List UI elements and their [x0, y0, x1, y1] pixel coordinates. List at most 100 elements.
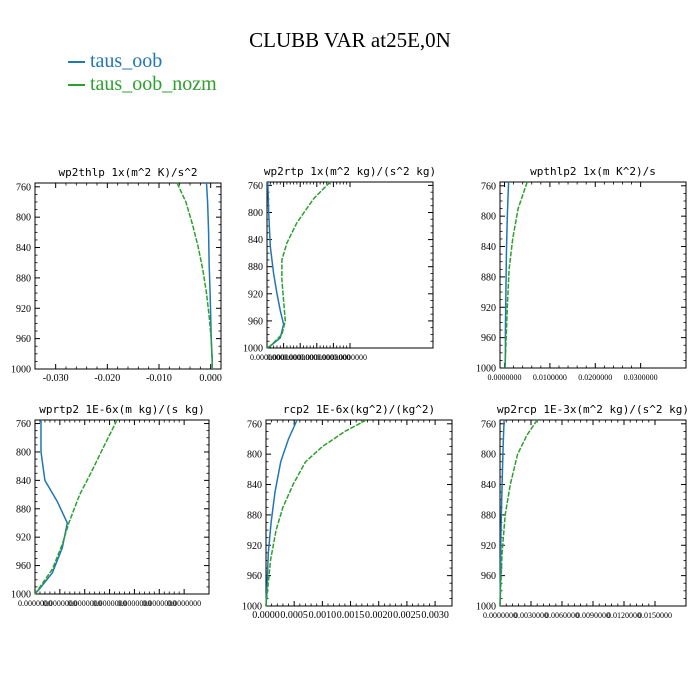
x-tick-label: 0.0025	[393, 610, 421, 621]
x-tick-label: 0.0020	[365, 610, 393, 621]
y-tick-label: 920	[16, 304, 31, 315]
legend-item-taus-oob-nozm: taus_oob_nozm	[68, 73, 217, 96]
series-line-taus-oob	[34, 420, 69, 595]
series-line-taus-oob	[265, 419, 298, 607]
x-tick-label: 0.0000000	[142, 599, 176, 608]
legend-item-taus-oob: taus_oob	[68, 50, 217, 73]
x-tick-label: 0.0060000	[545, 611, 579, 620]
y-tick-label: 1000	[242, 602, 262, 613]
x-tick-label: 0.0000000	[333, 353, 367, 362]
y-tick-label: 920	[248, 289, 263, 300]
y-tick-label: 1000	[476, 602, 496, 613]
x-tick-label: -0.030	[43, 373, 69, 384]
y-tick-label: 960	[16, 334, 31, 345]
series-line-taus-oob-nozm	[504, 181, 528, 369]
y-tick-label: 880	[247, 510, 262, 521]
x-tick-label: 0.0005	[280, 610, 308, 621]
panel-5: rcp2 1E-6x(kg^2)/(kg^2) 760 800 840 880 920 96…	[242, 403, 453, 621]
legend-label-taus-oob: taus_oob	[90, 50, 163, 72]
y-tick-label: 920	[247, 541, 262, 552]
plot-frame	[499, 181, 687, 369]
y-tick-label: 960	[16, 561, 31, 572]
plot-frame	[265, 419, 453, 607]
x-tick-label: 0.0000000	[316, 353, 350, 362]
series-line-taus-oob-nozm	[176, 182, 213, 369]
x-tick-label: 0.0030000	[514, 611, 548, 620]
y-tick-label: 800	[247, 450, 262, 461]
x-tick-label: 0.0010	[309, 610, 337, 621]
y-tick-label: 760	[481, 419, 496, 430]
series-line-taus-oob-nozm	[265, 419, 367, 607]
x-tick-label: 0.0000000	[117, 599, 151, 608]
y-tick-label: 960	[481, 333, 496, 344]
figure-title: CLUBB VAR at25E,0N	[249, 28, 451, 52]
x-tick-label: 0.0000000	[488, 373, 522, 382]
y-tick-label: 960	[247, 571, 262, 582]
x-tick-label: 0.0000000	[483, 611, 517, 620]
x-tick-label: 0.0000000	[300, 353, 334, 362]
series-line-taus-oob-nozm	[34, 419, 118, 595]
y-tick-label: 800	[16, 447, 31, 458]
legend-swatch-taus-oob-nozm	[68, 83, 85, 86]
x-tick-label: 0.0000000	[18, 599, 52, 608]
y-tick-label: 1000	[11, 365, 31, 376]
x-tick-label: 0.0000000	[167, 599, 201, 608]
y-tick-label: 1000	[11, 590, 31, 601]
x-tick-label: 0.0090000	[576, 611, 610, 620]
y-tick-label: 840	[16, 243, 31, 254]
y-tick-label: 800	[248, 208, 263, 219]
y-tick-label: 800	[481, 212, 496, 223]
x-tick-label: 0.0030	[421, 610, 449, 621]
panel-title: wpthlp2 1x(m K^2)/s	[530, 165, 656, 178]
panel-title: wp2thlp 1x(m^2 K)/s^2	[58, 166, 197, 179]
y-tick-label: 800	[16, 213, 31, 224]
panel-title: rcp2 1E-6x(kg^2)/(kg^2)	[283, 403, 435, 416]
x-tick-label: -0.020	[94, 373, 120, 384]
y-tick-label: 920	[16, 533, 31, 544]
panel-1: wp2thlp 1x(m^2 K)/s^2 760 800 840 880 920 960 1…	[11, 166, 222, 384]
series-line-taus-oob	[266, 181, 285, 349]
x-tick-label: 0.0000000	[267, 353, 301, 362]
y-tick-label: 1000	[243, 344, 263, 355]
x-tick-label: 0.0000000	[68, 599, 102, 608]
y-tick-label: 920	[481, 541, 496, 552]
y-tick-label: 880	[481, 272, 496, 283]
x-tick-label: 0.0000000	[93, 599, 127, 608]
panel-title: wp2rcp 1E-3x(m^2 kg)/(s^2 kg)	[497, 403, 689, 416]
y-tick-label: 840	[248, 235, 263, 246]
y-tick-label: 960	[248, 316, 263, 327]
y-tick-label: 1000	[476, 364, 496, 375]
y-tick-label: 840	[481, 480, 496, 491]
y-tick-label: 920	[481, 303, 496, 314]
legend-swatch-taus-oob	[68, 60, 85, 63]
panel-2: wp2rtp 1x(m^2 kg)/(s^2 kg)760 800 840 880 92…	[243, 165, 436, 362]
y-tick-label: 880	[16, 273, 31, 284]
series-line-taus-oob-nozm	[499, 419, 538, 607]
y-tick-label: 960	[481, 571, 496, 582]
y-tick-label: 880	[248, 262, 263, 273]
x-tick-label: 0.0150000	[638, 611, 672, 620]
x-tick-label: 0.0000000	[283, 353, 317, 362]
y-tick-label: 760	[16, 419, 31, 430]
plot-frame	[266, 181, 434, 349]
y-tick-label: 840	[247, 480, 262, 491]
panel-title: wp2rtp 1x(m^2 kg)/(s^2 kg)	[264, 165, 436, 178]
x-tick-label: 0.0120000	[607, 611, 641, 620]
legend-label-taus-oob-nozm: taus_oob_nozm	[90, 73, 217, 95]
y-tick-label: 760	[248, 181, 263, 192]
legend: taus_oob taus_oob_nozm	[68, 50, 217, 96]
x-tick-label: 0.0300000	[624, 373, 658, 382]
plot-frame	[34, 182, 222, 370]
x-tick-label: 0.0015	[337, 610, 365, 621]
y-tick-label: 840	[481, 242, 496, 253]
x-tick-label: 0.000	[199, 373, 222, 384]
y-tick-label: 880	[16, 504, 31, 515]
y-tick-label: 760	[247, 419, 262, 430]
panel-4: wprtp2 1E-6x(m kg)/(s kg) 760 800 840 880 920…	[11, 403, 210, 608]
plot-frame	[34, 419, 210, 595]
x-tick-label: 0.0100000	[533, 373, 567, 382]
x-tick-label: 0.0000	[252, 610, 280, 621]
series-line-taus-oob-nozm	[266, 181, 331, 349]
y-tick-label: 800	[481, 450, 496, 461]
